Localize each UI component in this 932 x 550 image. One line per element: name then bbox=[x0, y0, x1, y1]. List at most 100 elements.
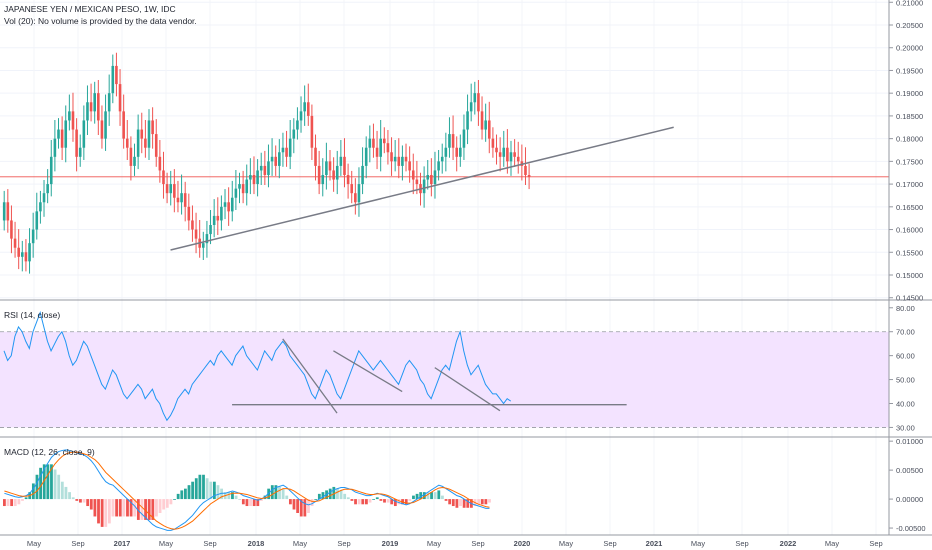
candle-body bbox=[306, 102, 310, 116]
time-tick-label: Sep bbox=[735, 539, 748, 548]
macd-histogram-bar bbox=[488, 499, 491, 503]
macd-histogram-bar bbox=[372, 499, 376, 500]
candle-body bbox=[346, 175, 350, 185]
rsi-tick-label: 30.00 bbox=[896, 423, 915, 432]
candle-body bbox=[183, 193, 187, 207]
candle-body bbox=[216, 215, 220, 221]
price-tick-label: 0.19500 bbox=[896, 66, 923, 75]
candle-body bbox=[64, 120, 68, 148]
candle-body bbox=[415, 179, 419, 185]
macd-histogram-bar bbox=[477, 499, 481, 505]
macd-histogram-bar bbox=[448, 499, 452, 505]
candle-body bbox=[296, 120, 299, 130]
candle-body bbox=[252, 175, 256, 185]
macd-histogram-bar bbox=[184, 488, 187, 500]
candle-body bbox=[10, 220, 13, 239]
candle-body bbox=[180, 193, 183, 203]
candle-body bbox=[21, 252, 24, 257]
candle-body bbox=[524, 165, 527, 175]
candle-body bbox=[444, 147, 448, 157]
candle-body bbox=[314, 147, 317, 166]
rsi-trendline-falling-2 bbox=[333, 350, 403, 393]
rsi-line bbox=[3, 310, 512, 422]
candle-body bbox=[13, 238, 17, 248]
candle-body bbox=[317, 165, 321, 185]
candle-body bbox=[205, 234, 209, 244]
macd-line bbox=[4, 449, 490, 531]
macd-histogram-bar bbox=[155, 499, 158, 517]
candle-body bbox=[487, 120, 491, 139]
macd-histogram-bar bbox=[484, 499, 488, 505]
candle-body bbox=[230, 197, 234, 212]
macd-histogram-bar bbox=[375, 497, 379, 500]
candle-body bbox=[516, 156, 520, 162]
rsi-pane[interactable] bbox=[3, 310, 627, 422]
macd-histogram-bar bbox=[336, 488, 339, 500]
candle-body bbox=[343, 156, 346, 175]
macd-histogram-bar bbox=[455, 499, 459, 508]
rsi-trendline-falling-3 bbox=[434, 367, 501, 412]
candle-body bbox=[477, 93, 480, 112]
candle-body bbox=[357, 184, 361, 203]
candle-body bbox=[397, 156, 401, 166]
candle-body bbox=[393, 156, 397, 162]
rsi-trendline-falling-1 bbox=[282, 338, 338, 414]
candle-body bbox=[491, 138, 495, 148]
macd-histogram-bar bbox=[162, 499, 166, 510]
candle-body bbox=[6, 202, 10, 221]
macd-histogram-bar bbox=[365, 499, 368, 505]
macd-histogram-bar bbox=[115, 499, 119, 517]
candle-body bbox=[325, 161, 328, 175]
macd-histogram-bar bbox=[285, 495, 289, 500]
macd-histogram-bar bbox=[459, 499, 462, 507]
candle-body bbox=[191, 220, 194, 230]
candle-body bbox=[89, 102, 93, 112]
macd-histogram-bar bbox=[317, 493, 321, 500]
candle-body bbox=[82, 120, 86, 148]
candle-body bbox=[35, 211, 39, 230]
candle-body bbox=[212, 215, 216, 225]
macd-histogram-bar bbox=[165, 499, 169, 508]
candle-body bbox=[502, 147, 506, 157]
macd-histogram-bar bbox=[35, 474, 39, 500]
macd-histogram-bar bbox=[97, 499, 100, 524]
macd-histogram-bar bbox=[129, 499, 133, 517]
candle-body bbox=[379, 138, 382, 157]
macd-histogram-bar bbox=[314, 499, 318, 500]
macd-histogram-bar bbox=[93, 499, 97, 517]
candle-body bbox=[422, 179, 426, 194]
macd-histogram-bar bbox=[71, 497, 75, 500]
candle-body bbox=[238, 184, 241, 189]
price-pane[interactable] bbox=[0, 52, 889, 274]
macd-histogram-bar bbox=[144, 499, 147, 520]
macd-histogram-bar bbox=[412, 495, 415, 500]
macd-histogram-bar bbox=[100, 499, 104, 527]
candle-body bbox=[151, 120, 154, 135]
macd-histogram-bar bbox=[75, 499, 79, 501]
macd-histogram-bar bbox=[328, 488, 332, 500]
candle-body bbox=[437, 161, 440, 171]
macd-histogram-bar bbox=[238, 499, 242, 500]
macd-histogram-bar bbox=[249, 499, 252, 507]
candle-body bbox=[68, 111, 71, 121]
candle-body bbox=[140, 129, 144, 139]
candle-body bbox=[364, 147, 368, 166]
macd-pane[interactable] bbox=[3, 449, 491, 531]
candle-body bbox=[122, 111, 125, 139]
macd-histogram-bar bbox=[173, 499, 176, 500]
macd-histogram-bar bbox=[303, 499, 307, 517]
macd-histogram-bar bbox=[3, 499, 6, 507]
macd-histogram-bar bbox=[46, 464, 50, 500]
macd-histogram-bar bbox=[437, 490, 441, 500]
candle-body bbox=[361, 165, 364, 185]
macd-histogram-bar bbox=[180, 490, 184, 500]
candle-body bbox=[462, 129, 466, 148]
candle-body bbox=[455, 147, 458, 157]
candle-body bbox=[100, 120, 104, 139]
macd-histogram-bar bbox=[64, 486, 68, 500]
candle-body bbox=[49, 156, 53, 185]
macd-title: MACD (12, 26, close, 9) bbox=[4, 447, 95, 457]
macd-histogram-bar bbox=[296, 499, 300, 513]
candle-body bbox=[372, 138, 375, 148]
rsi-title: RSI (14, close) bbox=[4, 310, 61, 320]
